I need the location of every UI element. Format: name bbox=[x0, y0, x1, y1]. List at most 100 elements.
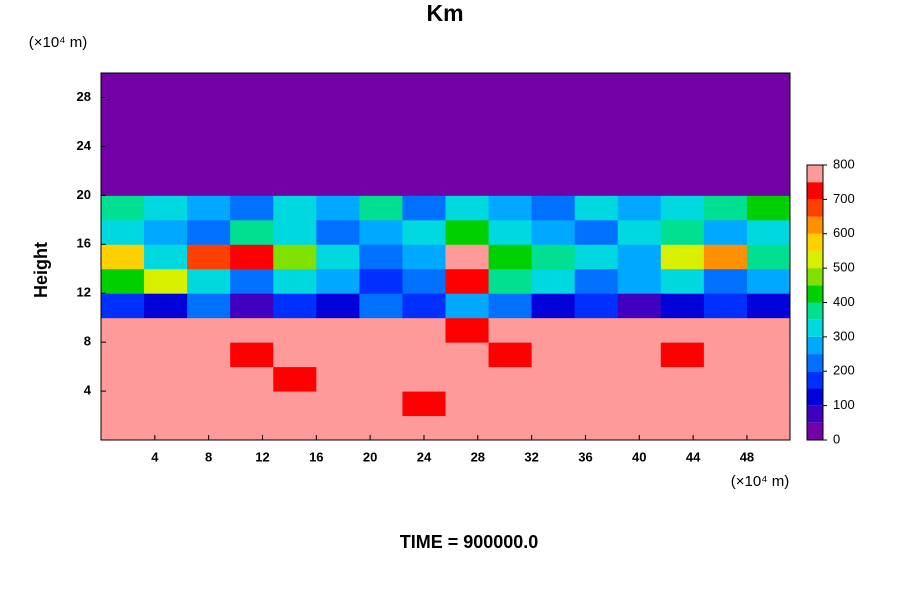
field-cell bbox=[617, 366, 662, 392]
field-cell bbox=[574, 146, 619, 172]
field-cell bbox=[273, 293, 317, 319]
field-cell bbox=[445, 244, 490, 270]
x-tick-label: 28 bbox=[471, 449, 485, 464]
colorbar-segment bbox=[807, 302, 823, 320]
field-cell bbox=[273, 268, 317, 294]
y-tick-label: 24 bbox=[77, 138, 92, 153]
field-cell bbox=[703, 121, 748, 147]
field-cell bbox=[359, 415, 403, 441]
field-cell bbox=[101, 146, 145, 172]
field-cell bbox=[445, 97, 490, 123]
field-cell bbox=[703, 317, 748, 343]
field-cell bbox=[488, 146, 533, 172]
field-cell bbox=[316, 317, 360, 343]
field-cell bbox=[574, 195, 619, 221]
field-cell bbox=[703, 195, 748, 221]
field-cell bbox=[445, 170, 490, 196]
colorbar-segment bbox=[807, 354, 823, 372]
field-cell bbox=[273, 121, 317, 147]
field-cell bbox=[617, 391, 662, 417]
field-cell bbox=[273, 73, 317, 98]
field-cell bbox=[703, 97, 748, 123]
field-cell bbox=[660, 317, 705, 343]
field-cell bbox=[187, 97, 231, 123]
field-cell bbox=[359, 195, 403, 221]
field-cell bbox=[402, 293, 446, 319]
field-cell bbox=[101, 219, 145, 245]
field-cell bbox=[746, 97, 791, 123]
field-cell bbox=[144, 146, 188, 172]
x-tick-label: 20 bbox=[363, 449, 377, 464]
field-cell bbox=[660, 415, 705, 441]
field-cell bbox=[187, 391, 231, 417]
field-cell bbox=[144, 268, 188, 294]
y-axis-label: Height bbox=[31, 242, 51, 298]
field-cell bbox=[230, 73, 274, 98]
field-cell bbox=[746, 391, 791, 417]
field-cell bbox=[703, 146, 748, 172]
field-cell bbox=[660, 121, 705, 147]
field-cell bbox=[445, 268, 490, 294]
field-cell bbox=[660, 244, 705, 270]
field-cell bbox=[359, 219, 403, 245]
field-cell bbox=[445, 219, 490, 245]
field-cell bbox=[144, 219, 188, 245]
field-cell bbox=[574, 244, 619, 270]
field-cell bbox=[617, 97, 662, 123]
colorbar-segment bbox=[807, 199, 823, 217]
field-cell bbox=[273, 317, 317, 343]
field-cell bbox=[531, 97, 576, 123]
field-cell bbox=[230, 415, 274, 441]
colorbar-segment bbox=[807, 319, 823, 337]
field-cell bbox=[445, 146, 490, 172]
x-tick-label: 40 bbox=[632, 449, 646, 464]
field-cell bbox=[488, 97, 533, 123]
field-cell bbox=[574, 219, 619, 245]
field-cell bbox=[746, 415, 791, 441]
field-cell bbox=[101, 342, 145, 368]
field-cell bbox=[617, 268, 662, 294]
field-cell bbox=[187, 219, 231, 245]
field-cell bbox=[359, 73, 403, 98]
field-cell bbox=[445, 342, 490, 368]
field-cell bbox=[703, 244, 748, 270]
field-cell bbox=[531, 268, 576, 294]
field-cell bbox=[144, 415, 188, 441]
colorbar-segment bbox=[807, 250, 823, 269]
colorbar-tick-label: 200 bbox=[833, 363, 855, 378]
field-cell bbox=[101, 391, 145, 417]
colorbar-segment bbox=[807, 422, 823, 440]
field-cell bbox=[402, 146, 446, 172]
colorbar-tick-label: 600 bbox=[833, 225, 855, 240]
y-tick-label: 20 bbox=[77, 187, 91, 202]
colorbar-tick-label: 500 bbox=[833, 260, 855, 275]
field-cell bbox=[230, 195, 274, 221]
field-cell bbox=[660, 146, 705, 172]
field-cell bbox=[488, 244, 533, 270]
field-cell bbox=[273, 244, 317, 270]
field-cell bbox=[488, 268, 533, 294]
x-tick-label: 16 bbox=[309, 449, 323, 464]
field-cell bbox=[488, 391, 533, 417]
field-cell bbox=[273, 97, 317, 123]
field-cell bbox=[101, 366, 145, 392]
field-cell bbox=[746, 244, 791, 270]
field-cell bbox=[187, 317, 231, 343]
y-unit: (×10⁴ m) bbox=[29, 34, 88, 51]
field-cell bbox=[746, 195, 791, 221]
field-cell bbox=[531, 391, 576, 417]
field-cell bbox=[273, 219, 317, 245]
field-cell bbox=[359, 366, 403, 392]
field-cell bbox=[273, 415, 317, 441]
colorbar-segment bbox=[807, 165, 823, 183]
field-cell bbox=[187, 244, 231, 270]
field-cell bbox=[316, 268, 360, 294]
field-cell bbox=[402, 366, 446, 392]
colorbar-segment bbox=[807, 285, 823, 303]
field-cell bbox=[144, 121, 188, 147]
field-cell bbox=[230, 342, 274, 368]
field-cell bbox=[574, 366, 619, 392]
field-cell bbox=[488, 366, 533, 392]
field-cell bbox=[316, 244, 360, 270]
field-cell bbox=[531, 73, 576, 98]
